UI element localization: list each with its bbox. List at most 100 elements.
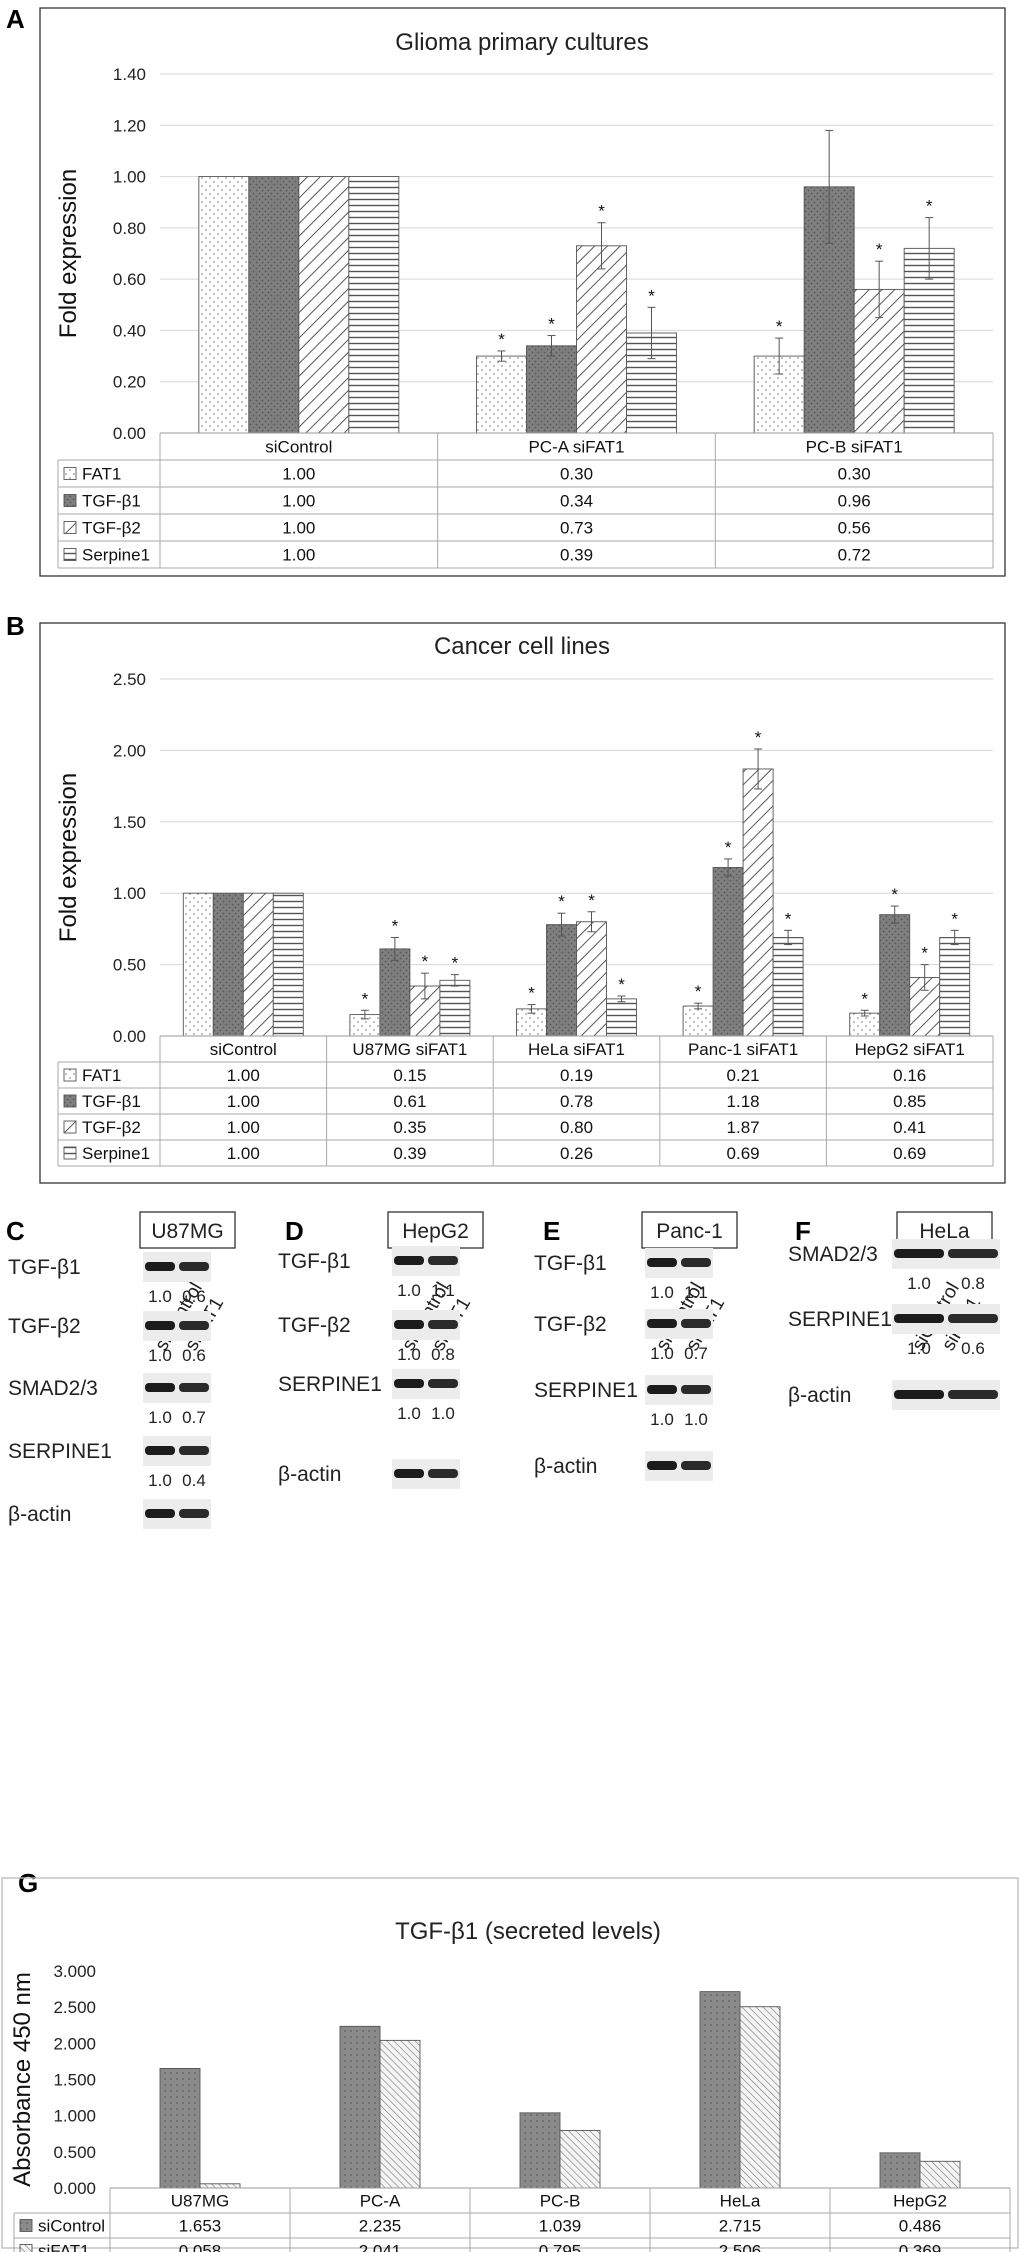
bar-fat1 (849, 1012, 881, 1037)
blot-band (428, 1379, 458, 1388)
blot-quant: 1.1 (684, 1283, 708, 1302)
blot-quant: 1.0 (148, 1471, 172, 1490)
blot-band (179, 1446, 209, 1455)
legend-swatch (63, 548, 77, 561)
table-header-cell: PC-B (540, 2192, 581, 2211)
cell-line-box (139, 1211, 236, 1249)
chart-a: Glioma primary cultures 0.00 0.20 0.40 0.60… (39, 7, 1006, 577)
y-tick-label: 1.00 (113, 884, 146, 903)
blot-band (894, 1249, 944, 1258)
chart-a-frame (39, 7, 1006, 577)
table-value-cell: 0.15 (393, 1066, 426, 1085)
table-value-cell: 0.058 (179, 2242, 222, 2252)
table-header-cell: siControl (210, 1040, 277, 1059)
table-value-cell: 1.00 (282, 465, 315, 484)
y-tick-label: 1.40 (113, 65, 146, 84)
table-value-cell: 0.19 (560, 1066, 593, 1085)
bar-fat1 (198, 176, 250, 434)
bar-fat1 (682, 1005, 714, 1037)
table-value-cell: 0.16 (893, 1066, 926, 1085)
table-value-cell: 0.795 (539, 2242, 582, 2252)
blot-quant: 0.8 (431, 1345, 455, 1364)
y-tick-label: 2.500 (53, 1998, 96, 2017)
blot-band (428, 1469, 458, 1478)
bar-tgf-2 (242, 892, 274, 1037)
table-value-cell: 1.00 (282, 519, 315, 538)
y-axis-label: Fold expression (55, 773, 82, 942)
significance-star: * (755, 728, 762, 747)
significance-star: * (452, 954, 459, 973)
table-value-cell: 0.39 (393, 1144, 426, 1163)
bar-fat1 (182, 892, 214, 1037)
blot-quant: 1.0 (650, 1283, 674, 1302)
blot-row-label: β-actin (788, 1384, 851, 1407)
blot-row-label: SMAD2/3 (788, 1243, 878, 1266)
blot-band (179, 1321, 209, 1330)
cell-line-box (641, 1211, 738, 1249)
blot-row-label: TGF-β2 (278, 1314, 351, 1337)
significance-star: * (695, 982, 702, 1001)
bar-tgf-2 (742, 768, 774, 1037)
cell-line-label: HepG2 (402, 1220, 469, 1243)
significance-star: * (528, 984, 535, 1003)
table-header-cell: HepG2 siFAT1 (855, 1040, 965, 1059)
bar-tgf-1 (712, 867, 744, 1037)
blot-quant: 0.8 (961, 1274, 985, 1293)
table-header-cell: HeLa siFAT1 (528, 1040, 625, 1059)
blot-band (145, 1321, 175, 1330)
blot-band (394, 1320, 424, 1329)
blot-quant: 1.0 (148, 1346, 172, 1365)
bar-serpine1 (348, 176, 400, 434)
table-value-cell: 0.34 (560, 492, 593, 511)
table-value-cell: 0.486 (899, 2217, 942, 2236)
chart-b-plot: 0.00 0.50 1.00 1.50 2.00 2.50 Fold expression *… (55, 670, 994, 1167)
table-value-cell: 0.39 (560, 546, 593, 565)
blot-band (681, 1461, 711, 1470)
table-value-cell: 1.00 (227, 1144, 260, 1163)
table-value-cell: 1.00 (227, 1118, 260, 1137)
panel-label-g: G (18, 1868, 38, 1898)
blot-row-label: SERPINE1 (278, 1373, 382, 1396)
table-value-cell: 1.039 (539, 2217, 582, 2236)
table-value-cell: 0.369 (899, 2242, 942, 2252)
blot-band (681, 1258, 711, 1267)
significance-star: * (598, 202, 605, 221)
y-tick-label: 0.60 (113, 270, 146, 289)
legend-swatch (63, 1146, 77, 1160)
legend-label: TGF-β1 (82, 1092, 141, 1111)
blot-band (681, 1385, 711, 1394)
table-value-cell: 0.30 (560, 465, 593, 484)
table-value-cell: 0.35 (393, 1118, 426, 1137)
legend-label: TGF-β1 (82, 492, 141, 511)
y-tick-label: 2.00 (113, 741, 146, 760)
panel-label-c: C (6, 1216, 25, 1246)
blot-row-label: TGF-β1 (8, 1256, 81, 1279)
bar-tgf-2 (298, 176, 350, 434)
panel-label-f: F (795, 1216, 811, 1246)
bar-sicontrol (339, 2025, 381, 2189)
blot-band (145, 1262, 175, 1271)
significance-star: * (548, 315, 555, 334)
cell-line-label: Panc-1 (656, 1220, 723, 1243)
chart-b: Cancer cell lines 0.00 0.50 1.00 1.50 2.00 2.… (39, 622, 1006, 1184)
significance-star: * (618, 975, 625, 994)
legend-swatch (19, 2244, 33, 2252)
cell-line-label: U87MG (151, 1220, 223, 1243)
blot-band (179, 1262, 209, 1271)
significance-star: * (891, 885, 898, 904)
bar-serpine1 (939, 937, 971, 1037)
y-tick-label: 0.50 (113, 956, 146, 975)
table-value-cell: 2.041 (359, 2242, 402, 2252)
blot-band (179, 1509, 209, 1518)
panel-label-a: A (6, 4, 25, 34)
blot-band (394, 1469, 424, 1478)
blot-quant: 1.0 (650, 1410, 674, 1429)
significance-star: * (861, 989, 868, 1008)
table-header-cell: U87MG (171, 2192, 230, 2211)
blot-quant: 1.0 (397, 1281, 421, 1300)
chart-b-frame (39, 622, 1006, 1184)
y-tick-label: 0.00 (113, 424, 146, 443)
blot-band (894, 1314, 944, 1323)
legend-label: TGF-β2 (82, 1118, 141, 1137)
significance-star: * (776, 317, 783, 336)
